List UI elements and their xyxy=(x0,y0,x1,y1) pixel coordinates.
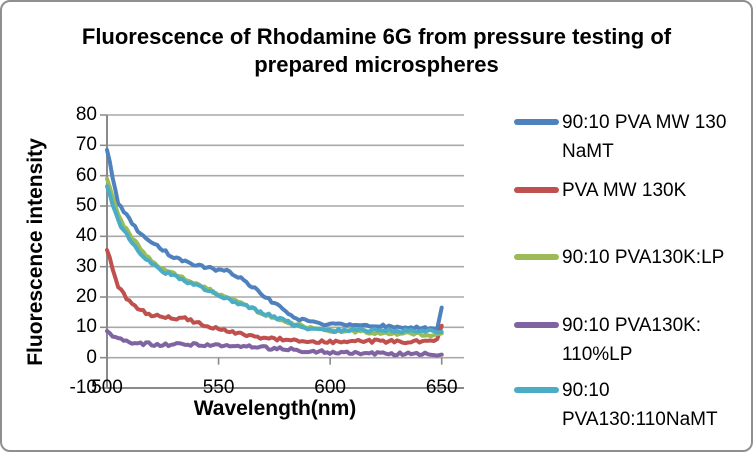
plot-area xyxy=(100,114,464,389)
x-tick-label-550: 550 xyxy=(202,377,235,398)
y-tick-label-20: 20 xyxy=(75,286,97,307)
y-tick-label-50: 50 xyxy=(75,195,97,216)
legend-label-1: 90:10 PVA MW 130 NaMT xyxy=(562,112,727,162)
legend-item-5: 90:10 PVA130:110NaMT xyxy=(514,376,732,434)
x-axis-title: Wavelength(nm) xyxy=(193,397,357,420)
series-line-1 xyxy=(105,147,444,332)
y-axis-title: Fluorescence intensity xyxy=(24,137,47,366)
y-tick-label-0: 0 xyxy=(86,346,97,368)
legend-label-5: 90:10 PVA130:110NaMT xyxy=(562,380,718,430)
y-tick-label-40: 40 xyxy=(75,225,97,247)
legend-swatch-5 xyxy=(514,387,559,393)
chart-title-line-2: prepared microspheres xyxy=(254,52,499,77)
series-line-5 xyxy=(105,184,444,335)
y-tick-label-60: 60 xyxy=(75,164,97,186)
x-tick-label-600: 600 xyxy=(314,377,346,398)
y-tick-label-70: 70 xyxy=(75,134,97,156)
legend-swatch-4 xyxy=(514,322,559,328)
chart-title-line-1: Fluorescence of Rhodamine 6G from pressu… xyxy=(81,24,672,49)
legend-item-1: 90:10 PVA MW 130 NaMT xyxy=(514,108,732,166)
legend-item-4: 90:10 PVA130K: 110%LP xyxy=(514,311,732,369)
y-tick-label-30: 30 xyxy=(75,255,97,277)
legend-item-2: PVA MW 130K xyxy=(514,176,732,205)
legend-label-3: 90:10 PVA130K:LP xyxy=(562,247,725,268)
y-tick-label--10: -10 xyxy=(69,377,97,398)
legend-label-4: 90:10 PVA130K: 110%LP xyxy=(562,315,702,365)
series-line-2 xyxy=(105,248,444,346)
legend-label-2: PVA MW 130K xyxy=(562,180,687,201)
legend-swatch-3 xyxy=(514,254,559,260)
y-tick-label-10: 10 xyxy=(75,316,97,338)
chart-title: Fluorescence of Rhodamine 6G from pressu… xyxy=(62,23,691,79)
legend-swatch-2 xyxy=(514,187,559,193)
legend-swatch-1 xyxy=(514,119,559,125)
series-line-3 xyxy=(105,176,444,339)
x-tick-label-650: 650 xyxy=(425,377,458,398)
y-tick-label-80: 80 xyxy=(75,104,97,125)
legend-item-3: 90:10 PVA130K:LP xyxy=(514,243,732,272)
series-line-4 xyxy=(105,329,444,358)
x-tick-label-500: 500 xyxy=(91,377,123,398)
